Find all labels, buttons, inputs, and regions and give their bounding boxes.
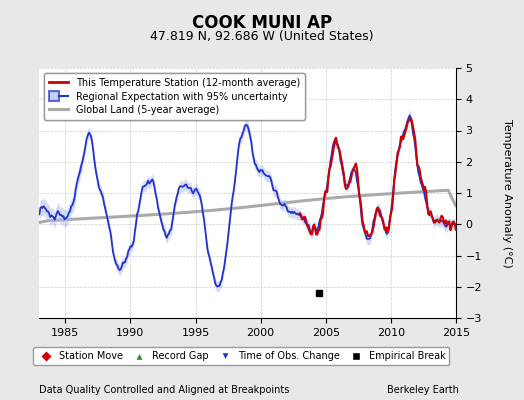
Y-axis label: Temperature Anomaly (°C): Temperature Anomaly (°C)	[501, 119, 511, 267]
Text: Data Quality Controlled and Aligned at Breakpoints: Data Quality Controlled and Aligned at B…	[39, 385, 290, 395]
Legend: This Temperature Station (12-month average), Regional Expectation with 95% uncer: This Temperature Station (12-month avera…	[44, 73, 305, 120]
Text: 47.819 N, 92.686 W (United States): 47.819 N, 92.686 W (United States)	[150, 30, 374, 43]
Text: Berkeley Earth: Berkeley Earth	[387, 385, 458, 395]
Text: COOK MUNI AP: COOK MUNI AP	[192, 14, 332, 32]
Legend: Station Move, Record Gap, Time of Obs. Change, Empirical Break: Station Move, Record Gap, Time of Obs. C…	[32, 347, 450, 365]
